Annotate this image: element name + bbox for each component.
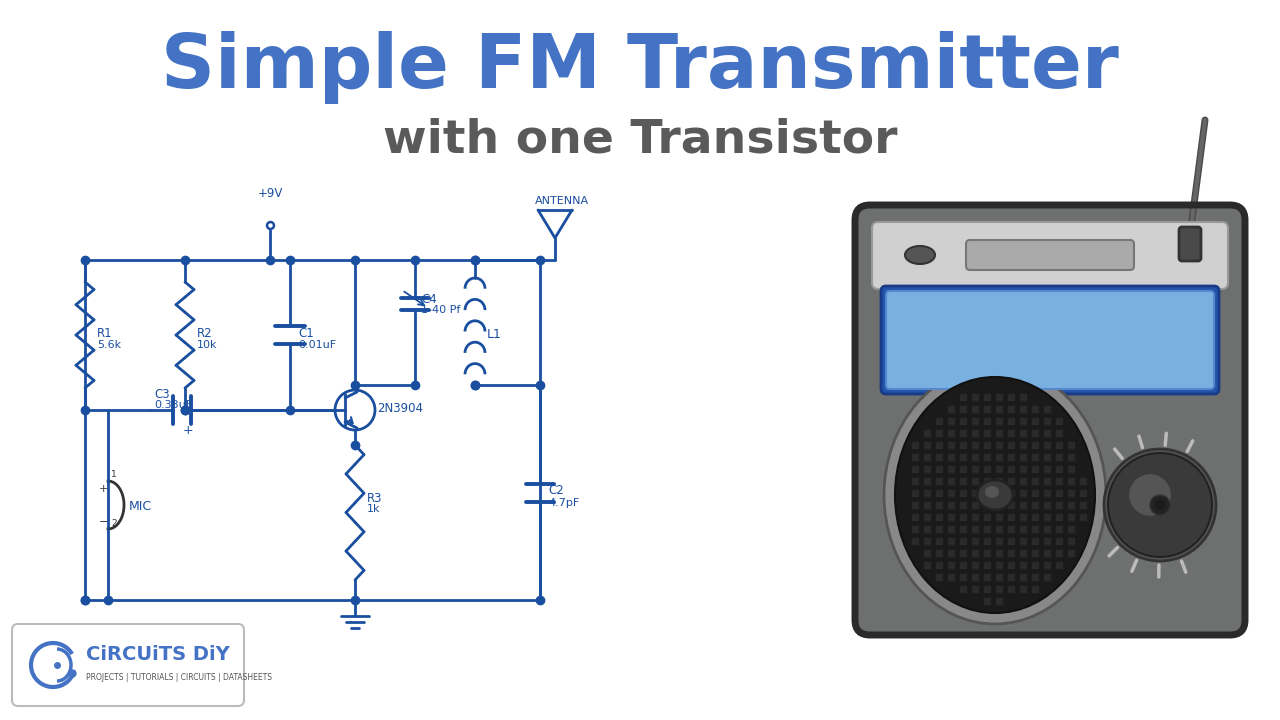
FancyBboxPatch shape	[881, 286, 1219, 394]
Text: R2: R2	[197, 327, 212, 340]
Text: 2N3904: 2N3904	[378, 402, 422, 415]
Text: 0.33uF: 0.33uF	[154, 400, 192, 410]
Text: +: +	[99, 484, 109, 494]
FancyBboxPatch shape	[855, 205, 1245, 635]
Circle shape	[1129, 474, 1171, 516]
FancyBboxPatch shape	[966, 240, 1134, 270]
Text: +: +	[183, 424, 193, 437]
Text: 1: 1	[111, 470, 116, 479]
Text: R3: R3	[367, 492, 383, 505]
Text: −: −	[99, 517, 109, 527]
Text: PROJECTS | TUTORIALS | CIRCUITS | DATASHEETS: PROJECTS | TUTORIALS | CIRCUITS | DATASH…	[86, 673, 273, 683]
Text: 1-40 Pf: 1-40 Pf	[421, 305, 461, 315]
Ellipse shape	[905, 246, 934, 264]
Text: 4.7pF: 4.7pF	[548, 498, 580, 508]
FancyBboxPatch shape	[872, 222, 1228, 289]
FancyBboxPatch shape	[886, 291, 1213, 389]
Text: R1: R1	[97, 327, 113, 340]
Text: MIC: MIC	[129, 500, 152, 513]
Text: C3: C3	[154, 388, 170, 401]
Circle shape	[1103, 449, 1216, 561]
FancyBboxPatch shape	[1179, 227, 1201, 261]
Circle shape	[1149, 495, 1170, 515]
Circle shape	[1155, 500, 1165, 510]
Text: Simple FM Transmitter: Simple FM Transmitter	[161, 32, 1119, 104]
Ellipse shape	[986, 486, 998, 498]
Text: 5.6k: 5.6k	[97, 340, 122, 350]
Text: 1k: 1k	[367, 505, 380, 515]
FancyBboxPatch shape	[12, 624, 244, 706]
Text: CiRCUiTS DiY: CiRCUiTS DiY	[86, 644, 229, 664]
Text: C2: C2	[548, 485, 563, 498]
Text: 10k: 10k	[197, 340, 218, 350]
Text: 2: 2	[111, 519, 116, 528]
Circle shape	[1108, 453, 1212, 557]
Text: C4: C4	[421, 293, 436, 306]
Text: C1: C1	[298, 327, 314, 340]
Text: L1: L1	[486, 328, 502, 341]
Text: +9V: +9V	[257, 187, 283, 200]
Ellipse shape	[895, 377, 1094, 613]
Ellipse shape	[884, 366, 1106, 624]
Text: ANTENNA: ANTENNA	[535, 196, 589, 206]
Ellipse shape	[977, 480, 1012, 510]
Text: 0.01uF: 0.01uF	[298, 340, 337, 350]
Text: with one Transistor: with one Transistor	[383, 117, 897, 163]
